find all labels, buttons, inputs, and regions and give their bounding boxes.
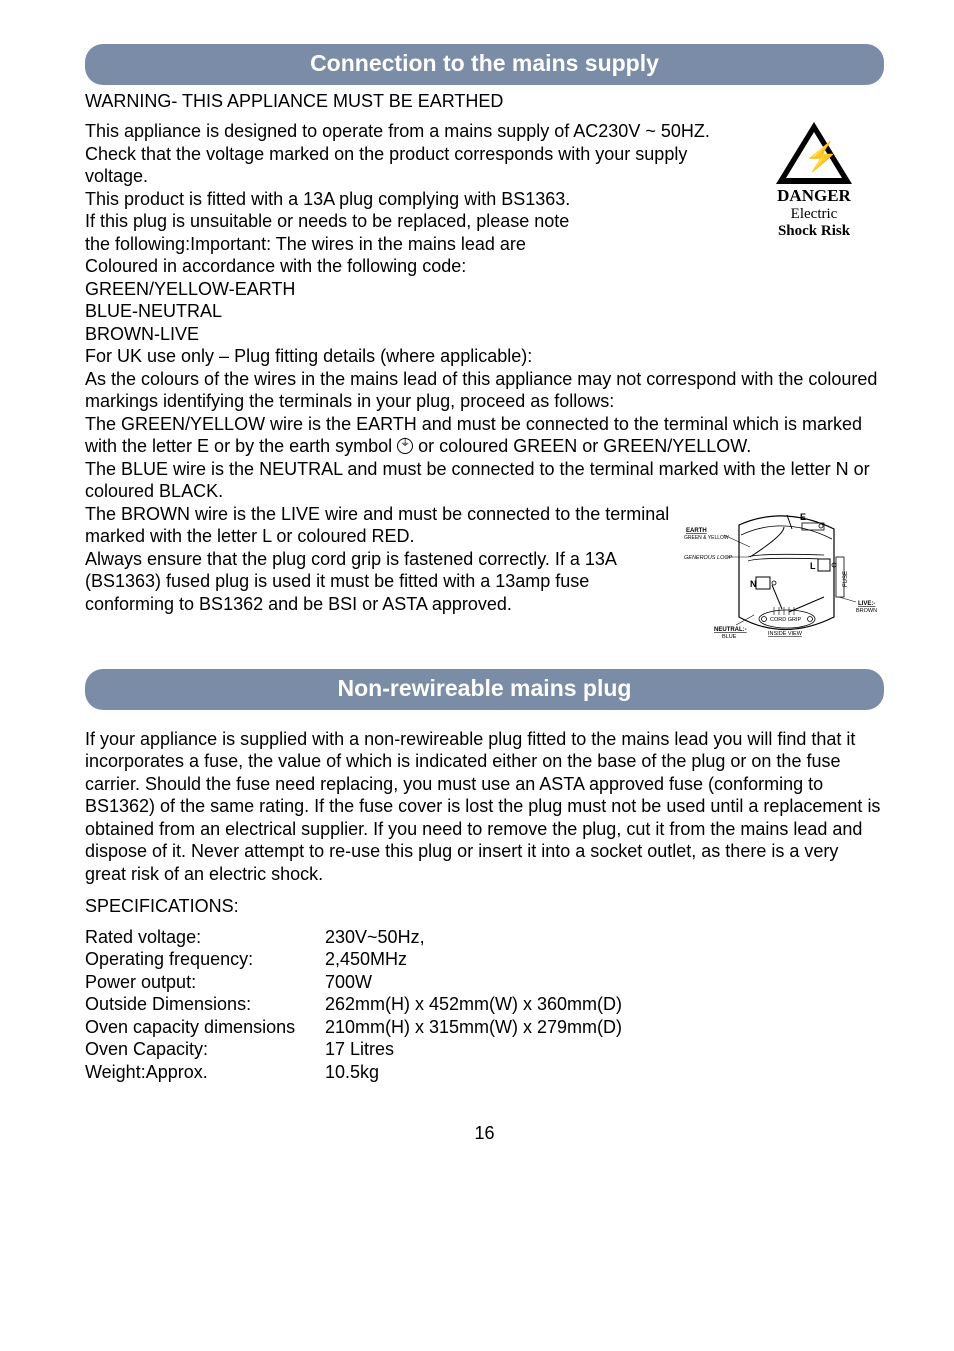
earth-symbol-icon: ⏚ xyxy=(397,438,413,454)
spec-row: Oven Capacity: 17 Litres xyxy=(85,1038,884,1061)
danger-label: DANGER xyxy=(744,186,884,206)
spec-label: Rated voltage: xyxy=(85,926,325,949)
spec-row: Oven capacity dimensions 210mm(H) x 315m… xyxy=(85,1016,884,1039)
mains-p12: The GREEN/YELLOW wire is the EARTH and m… xyxy=(85,413,884,458)
spec-value: 700W xyxy=(325,971,372,994)
nonrewire-header: Non-rewireable mains plug xyxy=(85,669,884,710)
mains-block: ⚡ DANGER Electric Shock Risk This applia… xyxy=(85,120,884,655)
diag-inside: INSIDE VIEW xyxy=(768,631,803,637)
page-container: Connection to the mains supply WARNING- … xyxy=(0,0,954,1184)
spec-value: 262mm(H) x 452mm(W) x 360mm(D) xyxy=(325,993,622,1016)
danger-sub2: Shock Risk xyxy=(744,223,884,240)
mains-p8: BLUE-NEUTRAL xyxy=(85,300,884,323)
spec-value: 10.5kg xyxy=(325,1061,379,1084)
specs-table: Rated voltage: 230V~50Hz, Operating freq… xyxy=(85,926,884,1084)
nonrewire-text: If your appliance is supplied with a non… xyxy=(85,728,884,886)
diag-brown: BROWN xyxy=(856,608,877,614)
spec-row: Rated voltage: 230V~50Hz, xyxy=(85,926,884,949)
spec-label: Operating frequency: xyxy=(85,948,325,971)
plug-diagram-svg: E N L FUSE CORD GRIP xyxy=(684,507,884,647)
diag-live: LIVE:- xyxy=(858,601,875,607)
spec-value: 210mm(H) x 315mm(W) x 279mm(D) xyxy=(325,1016,622,1039)
mains-p6: Coloured in accordance with the followin… xyxy=(85,255,884,278)
diag-n: N xyxy=(750,579,757,589)
warning-title: WARNING- THIS APPLIANCE MUST BE EARTHED xyxy=(85,91,884,112)
diag-blue: BLUE xyxy=(722,634,737,640)
mains-p9: BROWN-LIVE xyxy=(85,323,884,346)
spec-label: Power output: xyxy=(85,971,325,994)
spec-row: Power output: 700W xyxy=(85,971,884,994)
spec-row: Outside Dimensions: 262mm(H) x 452mm(W) … xyxy=(85,993,884,1016)
spec-label: Oven Capacity: xyxy=(85,1038,325,1061)
warning-triangle-icon: ⚡ xyxy=(776,122,852,184)
specs-title: SPECIFICATIONS: xyxy=(85,895,884,918)
diag-earth-sub: GREEN & YELLOW xyxy=(684,535,729,541)
diag-cord: CORD GRIP xyxy=(770,617,802,623)
spec-row: Operating frequency: 2,450MHz xyxy=(85,948,884,971)
diag-fuse: FUSE xyxy=(843,570,849,586)
danger-sub1: Electric xyxy=(744,206,884,223)
mains-header: Connection to the mains supply xyxy=(85,44,884,85)
spec-value: 17 Litres xyxy=(325,1038,394,1061)
spec-label: Oven capacity dimensions xyxy=(85,1016,325,1039)
mains-p13: The BLUE wire is the NEUTRAL and must be… xyxy=(85,458,884,503)
mains-p11: As the colours of the wires in the mains… xyxy=(85,368,884,413)
diag-neutral: NEUTRAL:- xyxy=(714,627,747,633)
plug-wiring-diagram: E N L FUSE CORD GRIP xyxy=(684,507,884,647)
spec-row: Weight:Approx. 10.5kg xyxy=(85,1061,884,1084)
lightning-bolt-icon: ⚡ xyxy=(804,140,824,170)
diag-e: E xyxy=(800,512,806,522)
spec-label: Weight:Approx. xyxy=(85,1061,325,1084)
spec-value: 230V~50Hz, xyxy=(325,926,425,949)
diag-earth: EARTH xyxy=(686,528,707,534)
spec-value: 2,450MHz xyxy=(325,948,407,971)
p12b: or coloured GREEN or GREEN/YELLOW. xyxy=(418,436,751,456)
page-number: 16 xyxy=(85,1123,884,1144)
diag-l: L xyxy=(810,561,816,571)
spec-label: Outside Dimensions: xyxy=(85,993,325,1016)
mains-p7: GREEN/YELLOW-EARTH xyxy=(85,278,884,301)
mains-p10: For UK use only – Plug fitting details (… xyxy=(85,345,884,368)
danger-icon-box: ⚡ DANGER Electric Shock Risk xyxy=(744,122,884,240)
diag-loop: GENEROUS LOOP xyxy=(684,555,733,561)
